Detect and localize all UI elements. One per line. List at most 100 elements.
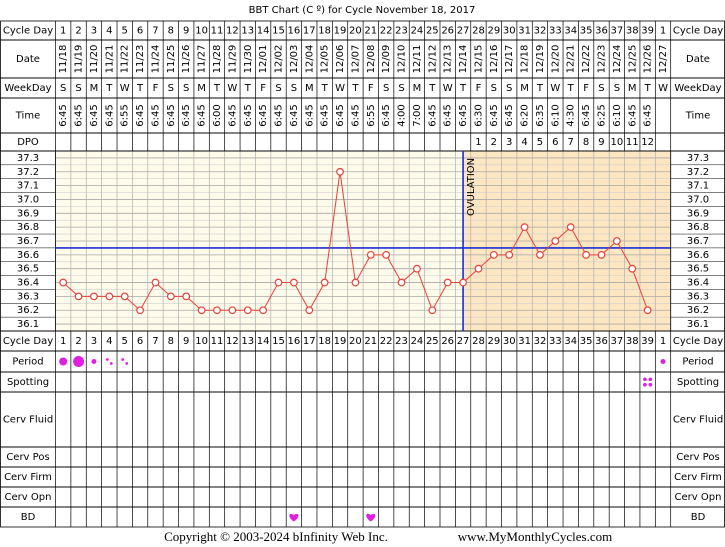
cycle-day-bottom: 5 [122, 336, 128, 347]
time: 6:45 [504, 104, 515, 126]
weekday: T [244, 83, 252, 94]
temperature-point [274, 278, 283, 287]
date: 12/02 [274, 45, 285, 74]
row-label: BD [21, 512, 36, 523]
cycle-day: 33 [549, 26, 562, 37]
cycle-day: 29 [487, 26, 500, 37]
dpo: 4 [521, 137, 527, 148]
temperature-point [397, 278, 406, 287]
cycle-day: 1 [60, 26, 66, 37]
time: 6:45 [304, 104, 315, 126]
time: 6:45 [104, 104, 115, 126]
temperature-point [536, 250, 544, 259]
row-label-right: WeekDay [674, 83, 721, 94]
time: 6:55 [366, 104, 377, 126]
period-dot [91, 359, 97, 364]
cycle-day-bottom: 1 [660, 336, 666, 347]
cycle-day: 13 [241, 26, 254, 37]
weekday: M [628, 83, 637, 94]
temperature-point [213, 306, 221, 315]
cycle-day: 32 [534, 26, 547, 37]
temperature-point [151, 278, 160, 287]
cycle-day-bottom: 25 [426, 336, 439, 347]
dpo: 8 [583, 137, 589, 148]
y-tick-label: 36.5 [17, 264, 39, 275]
cycle-day: 16 [288, 26, 301, 37]
row-label: Cerv Fluid [3, 415, 53, 426]
y-tick-label: 36.7 [17, 236, 39, 247]
time: 6:35 [535, 104, 546, 126]
dpo: 9 [598, 137, 604, 148]
time: 6:45 [258, 104, 269, 126]
date: 12/16 [489, 45, 500, 74]
cycle-day-bottom: 33 [549, 336, 562, 347]
cycle-day: 8 [168, 26, 174, 37]
date: 12/26 [643, 45, 654, 74]
weekday: S [168, 83, 174, 94]
ovulation-label: OVULATION [466, 158, 477, 216]
time: 6:45 [181, 104, 192, 126]
date: 12/12 [427, 45, 438, 74]
y-tick-label-right: 37.3 [687, 153, 709, 164]
date: 11/19 [74, 45, 85, 74]
temperature-point [413, 264, 421, 273]
y-tick-label-right: 36.3 [687, 291, 709, 302]
temperature-point [320, 278, 329, 287]
temperature-point [612, 237, 621, 245]
temperature-point [120, 292, 129, 301]
row-label: Cerv Opn [5, 492, 52, 503]
cycle-day: 12 [226, 26, 239, 37]
cycle-day-bottom: 1 [60, 336, 66, 347]
row-label-right: Cycle Day [673, 26, 723, 37]
weekday: S [275, 83, 281, 94]
cycle-day: 24 [411, 26, 424, 37]
row-label-right: Spotting [677, 377, 719, 388]
row-label: Date [16, 54, 40, 65]
date: 11/29 [227, 45, 238, 74]
weekday: M [90, 83, 99, 94]
temperature-point [366, 250, 375, 259]
cycle-day: 9 [183, 26, 189, 37]
y-tick-label-right: 36.7 [687, 236, 709, 247]
cycle-day: 21 [364, 26, 377, 37]
cycle-day-bottom: 8 [168, 336, 174, 347]
cycle-day-bottom: 14 [257, 336, 270, 347]
row-label-right: Cerv Fluid [673, 415, 723, 426]
row-label-right: Cerv Pos [676, 452, 719, 463]
date: 12/17 [504, 45, 515, 74]
row-label-right: Period [682, 357, 713, 368]
dpo: 3 [506, 137, 512, 148]
cycle-day-bottom: 29 [487, 336, 500, 347]
cycle-day-bottom: 31 [518, 336, 531, 347]
y-tick-label: 37.3 [17, 153, 39, 164]
time: 6:45 [643, 104, 654, 126]
y-tick-label-right: 36.6 [687, 250, 709, 261]
weekday: S [398, 83, 404, 94]
row-label-right: Cerv Firm [674, 472, 722, 483]
cycle-day: 7 [152, 26, 158, 37]
date: 12/19 [535, 45, 546, 74]
chart-title: BBT Chart (C º) for Cycle November 18, 2… [249, 5, 476, 16]
temperature-point [382, 250, 391, 259]
date: 11/26 [181, 45, 192, 74]
cycle-day-bottom: 38 [626, 336, 639, 347]
dpo: 5 [537, 137, 543, 148]
date: 12/07 [350, 45, 361, 74]
temperature-point [459, 278, 467, 287]
date: 12/25 [627, 45, 638, 74]
temperature-point [136, 306, 144, 315]
row-label-right: Date [686, 54, 710, 65]
cycle-day: 1 [660, 26, 666, 37]
time: 7:00 [412, 104, 423, 126]
period-spot [109, 362, 113, 365]
cycle-day: 4 [106, 26, 112, 37]
weekday: F [368, 83, 374, 94]
cycle-day: 20 [349, 26, 362, 37]
y-tick-label-right: 37.2 [687, 167, 709, 178]
temperature-point [105, 292, 114, 301]
time: 6:45 [350, 104, 361, 126]
temperature-point [90, 292, 98, 301]
time: 6:45 [58, 104, 69, 126]
time: 4:00 [397, 104, 408, 126]
y-tick-label: 36.3 [17, 291, 39, 302]
